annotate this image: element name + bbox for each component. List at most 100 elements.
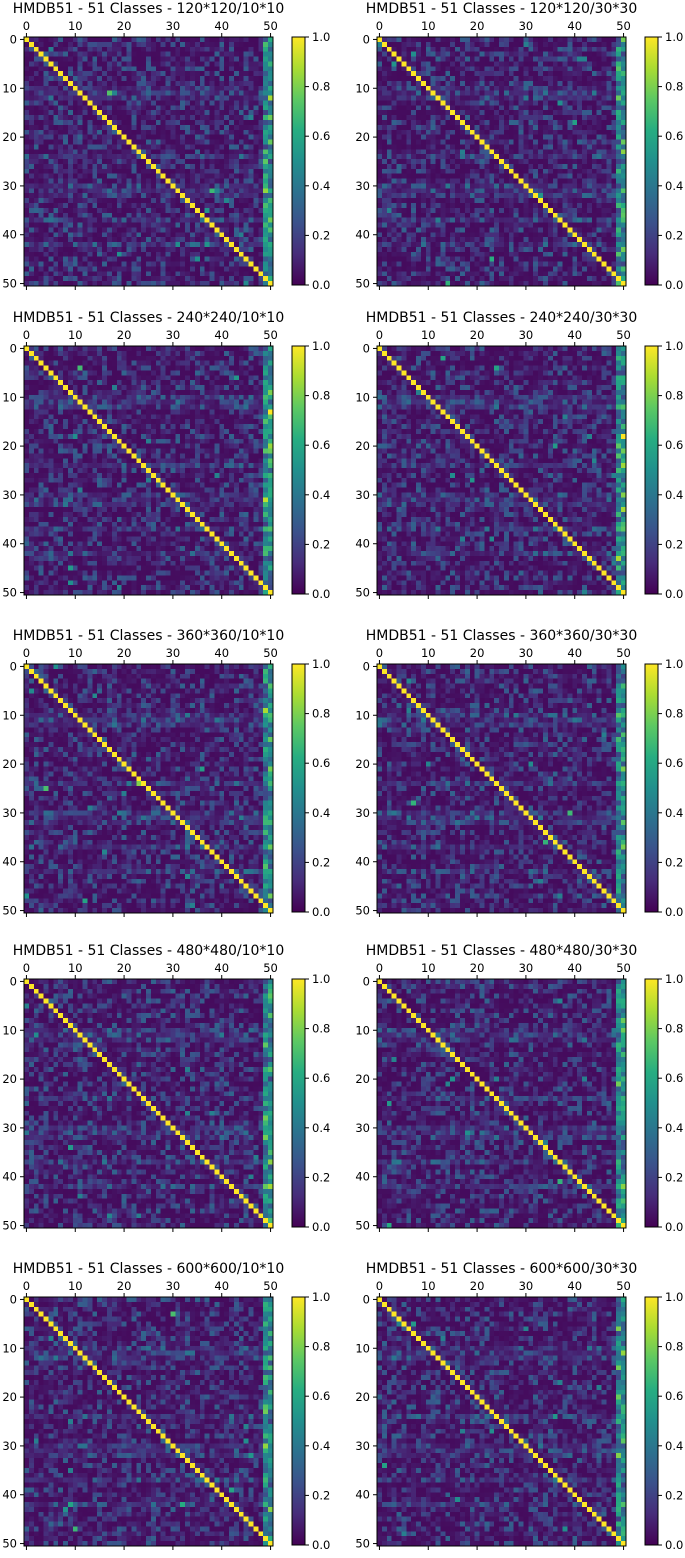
heatmap-cell: [180, 237, 185, 242]
heatmap-cell: [48, 100, 53, 105]
heatmap-cell: [397, 37, 402, 42]
heatmap-cell: [44, 208, 49, 213]
heatmap-cell: [58, 257, 63, 262]
heatmap-cell: [97, 164, 102, 169]
heatmap-cell: [53, 179, 58, 184]
heatmap-cell: [210, 169, 215, 174]
heatmap-cell: [97, 242, 102, 247]
heatmap-cell: [249, 125, 254, 130]
heatmap-cell: [161, 257, 166, 262]
heatmap-cell: [200, 266, 205, 271]
heatmap-cell: [166, 125, 171, 130]
heatmap-cell: [214, 179, 219, 184]
heatmap-cell: [392, 57, 397, 62]
heatmap-cell: [185, 247, 190, 252]
heatmap-cell: [107, 81, 112, 86]
heatmap-cell: [117, 227, 122, 232]
heatmap-cell: [170, 188, 175, 193]
heatmap-cell: [63, 271, 68, 276]
heatmap-cell: [156, 203, 161, 208]
heatmap-cell: [63, 61, 68, 66]
heatmap-cell: [258, 140, 263, 145]
heatmap-cell: [195, 276, 200, 281]
heatmap-cell: [92, 208, 97, 213]
heatmap-cell: [166, 37, 171, 42]
heatmap-cell: [87, 169, 92, 174]
heatmap-cell: [436, 86, 441, 91]
heatmap-cell: [219, 208, 224, 213]
heatmap-cell: [97, 144, 102, 149]
heatmap-cell: [249, 159, 254, 164]
heatmap-cell: [73, 149, 78, 154]
heatmap-cell: [494, 42, 499, 47]
heatmap-cell: [401, 86, 406, 91]
heatmap-cell: [39, 227, 44, 232]
heatmap-cell: [146, 203, 151, 208]
heatmap-cell: [141, 174, 146, 179]
heatmap-cell: [44, 120, 49, 125]
heatmap-cell: [136, 105, 141, 110]
heatmap-cell: [73, 144, 78, 149]
heatmap-cell: [24, 262, 29, 267]
heatmap-cell: [180, 203, 185, 208]
heatmap-cell: [416, 76, 421, 81]
heatmap-cell: [112, 76, 117, 81]
heatmap-cell: [92, 266, 97, 271]
heatmap-cell: [24, 198, 29, 203]
heatmap-cell: [68, 47, 73, 52]
heatmap-cell: [214, 144, 219, 149]
heatmap-cell: [68, 227, 73, 232]
heatmap-cell: [73, 188, 78, 193]
heatmap-cell: [122, 188, 127, 193]
heatmap-cell: [68, 188, 73, 193]
heatmap-cell: [519, 71, 524, 76]
heatmap-cell: [229, 164, 234, 169]
heatmap-cell: [39, 140, 44, 145]
heatmap-cell: [382, 76, 387, 81]
heatmap-cell: [53, 252, 58, 257]
heatmap-cell: [122, 91, 127, 96]
heatmap-cell: [509, 86, 514, 91]
heatmap-cell: [127, 57, 132, 62]
heatmap-cell: [582, 47, 587, 52]
heatmap-cell: [475, 52, 480, 57]
heatmap-cell: [214, 86, 219, 91]
heatmap-cell: [73, 262, 78, 267]
heatmap-cell: [258, 232, 263, 237]
heatmap-cell: [141, 164, 146, 169]
heatmap-cell: [523, 37, 528, 42]
heatmap-cell: [151, 144, 156, 149]
heatmap-cell: [253, 76, 258, 81]
heatmap-cell: [219, 164, 224, 169]
heatmap-cell: [392, 66, 397, 71]
heatmap-cell: [175, 135, 180, 140]
heatmap-cell: [83, 144, 88, 149]
heatmap-cell: [122, 174, 127, 179]
heatmap-cell: [107, 252, 112, 257]
heatmap-cell: [87, 66, 92, 71]
heatmap-cell: [563, 42, 568, 47]
heatmap-cell: [185, 47, 190, 52]
heatmap-cell: [92, 179, 97, 184]
heatmap-cell: [68, 271, 73, 276]
heatmap-cell: [97, 169, 102, 174]
heatmap-cell: [102, 213, 107, 218]
heatmap-cell: [78, 179, 83, 184]
heatmap-cell: [87, 203, 92, 208]
heatmap-cell: [156, 115, 161, 120]
heatmap-cell: [122, 130, 127, 135]
heatmap-cell: [185, 252, 190, 257]
heatmap-cell: [87, 42, 92, 47]
heatmap-cell: [249, 227, 254, 232]
heatmap-cell: [185, 125, 190, 130]
heatmap-cell: [166, 52, 171, 57]
heatmap-cell: [156, 130, 161, 135]
heatmap-cell: [421, 47, 426, 52]
heatmap-cell: [229, 276, 234, 281]
heatmap-cell: [48, 149, 53, 154]
heatmap-cell: [528, 76, 533, 81]
heatmap-cell: [263, 110, 268, 115]
heatmap-cell: [200, 120, 205, 125]
heatmap-cell: [68, 159, 73, 164]
heatmap-cell: [141, 271, 146, 276]
